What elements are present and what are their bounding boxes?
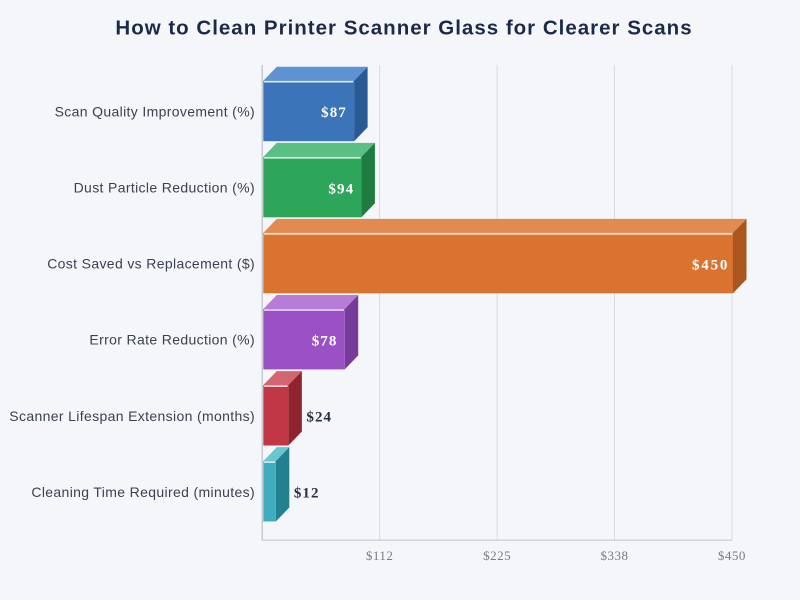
svg-text:$225: $225 (483, 548, 511, 563)
svg-text:Cleaning Time Required (minute: Cleaning Time Required (minutes) (31, 484, 255, 500)
svg-text:$112: $112 (366, 548, 394, 563)
svg-text:$24: $24 (306, 410, 332, 426)
svg-text:How to Clean Printer Scanner G: How to Clean Printer Scanner Glass for C… (115, 17, 692, 40)
svg-text:$87: $87 (321, 105, 347, 121)
svg-text:Scanner Lifespan Extension (mo: Scanner Lifespan Extension (months) (9, 408, 255, 424)
svg-text:$78: $78 (312, 333, 338, 349)
svg-text:$450: $450 (692, 257, 729, 273)
svg-text:Error Rate Reduction (%): Error Rate Reduction (%) (89, 332, 255, 348)
svg-text:$12: $12 (294, 486, 320, 502)
svg-text:$94: $94 (328, 181, 354, 197)
svg-text:Scan Quality Improvement (%): Scan Quality Improvement (%) (55, 104, 255, 120)
svg-text:Cost Saved vs Replacement ($): Cost Saved vs Replacement ($) (47, 256, 255, 272)
svg-text:$450: $450 (718, 548, 746, 563)
svg-text:$338: $338 (601, 548, 629, 563)
svg-text:Dust Particle Reduction (%): Dust Particle Reduction (%) (74, 180, 255, 196)
